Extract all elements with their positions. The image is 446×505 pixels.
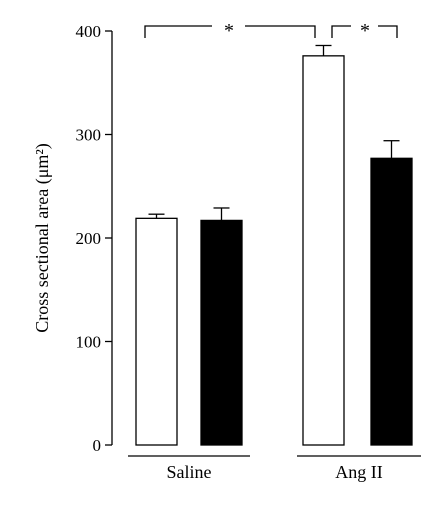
significance-bracket-right xyxy=(378,25,398,38)
y-tick-label: 200 xyxy=(76,229,102,248)
significance-brackets: * * xyxy=(144,20,398,42)
x-category-label: Saline xyxy=(167,462,212,482)
bar-ang-ii-white xyxy=(302,55,345,446)
y-tick-label: 400 xyxy=(76,22,102,41)
bar-saline-white xyxy=(135,217,178,446)
y-tick-label: 300 xyxy=(76,126,102,145)
y-tick-label: 100 xyxy=(76,333,102,352)
significance-bracket-left xyxy=(331,25,351,38)
significance-star: * xyxy=(224,20,234,42)
axes: 0 100 200 300 400 xyxy=(76,22,113,455)
y-tick-label: 0 xyxy=(93,436,102,455)
significance-star: * xyxy=(360,20,370,42)
axis-labels: Cross sectional area (μm²) Saline Ang II xyxy=(32,143,421,482)
bars xyxy=(135,55,413,446)
significance-bracket-right xyxy=(245,25,316,38)
significance-bracket-left xyxy=(144,25,212,38)
x-category-label: Ang II xyxy=(335,462,383,482)
y-axis-label: Cross sectional area (μm²) xyxy=(32,143,53,332)
bar-ang-ii-black xyxy=(370,157,413,446)
error-bars xyxy=(148,44,400,221)
bar-saline-black xyxy=(200,219,243,446)
